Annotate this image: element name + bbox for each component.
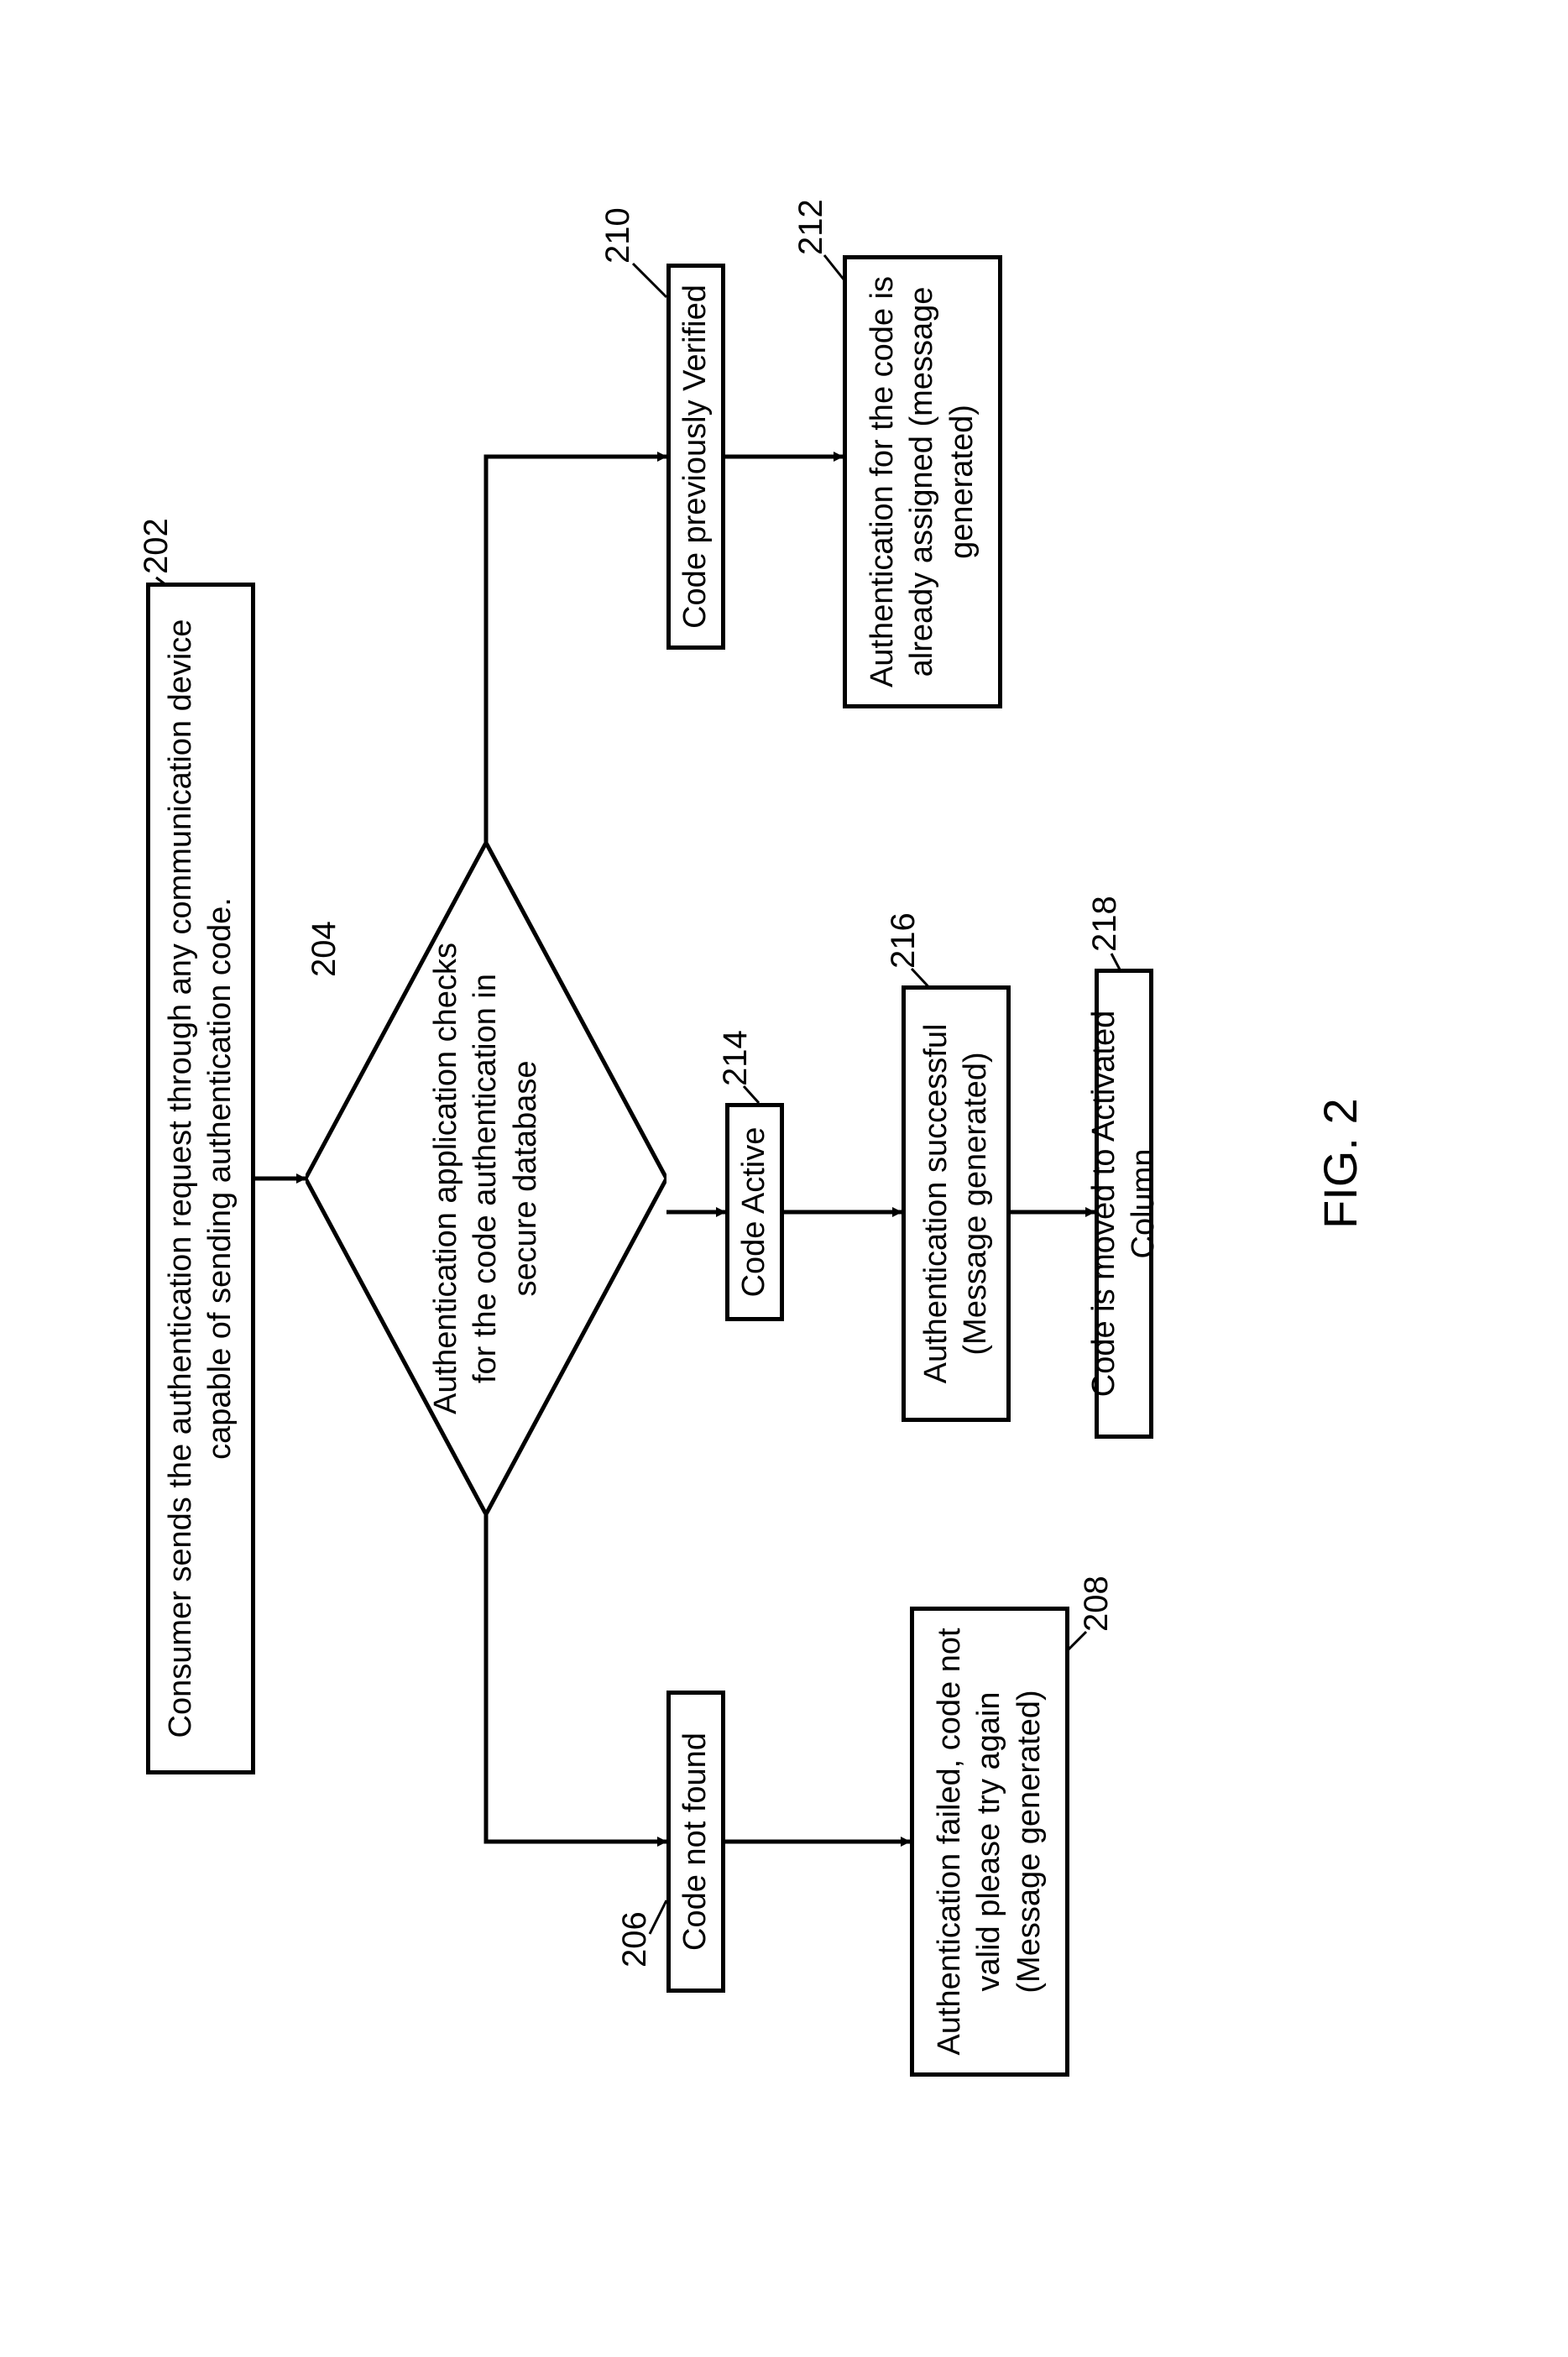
node-202-text: Consumer sends the authentication reques… (161, 597, 241, 1760)
ref-206: 206 (616, 1911, 654, 1968)
node-218: Code is moved to Activated Column (1095, 969, 1153, 1439)
ref-214: 214 (717, 1030, 755, 1086)
node-208-text: Authentication failed, code not valid pl… (930, 1621, 1050, 2062)
flowchart-canvas: Consumer sends the authentication reques… (112, 171, 1456, 2186)
ref-218: 218 (1086, 896, 1124, 952)
node-212: Authentication for the code is already a… (843, 255, 1002, 708)
node-210: Code previously Verified (666, 264, 725, 650)
node-206: Code not found (666, 1691, 725, 1993)
ref-208: 208 (1078, 1576, 1116, 1632)
node-214: Code Active (725, 1103, 784, 1321)
node-202: Consumer sends the authentication reques… (146, 583, 255, 1774)
node-208: Authentication failed, code not valid pl… (910, 1607, 1069, 2077)
node-212-text: Authentication for the code is already a… (863, 269, 983, 694)
ref-212: 212 (792, 199, 830, 255)
node-204-text: Authentication application checks for th… (426, 935, 546, 1422)
figure-label: FIG. 2 (1313, 1098, 1367, 1229)
node-218-text: Code is moved to Activated Column (1085, 983, 1164, 1424)
ref-216: 216 (885, 912, 923, 969)
ref-210: 210 (599, 207, 637, 264)
node-216: Authentication successful (Message gener… (902, 985, 1011, 1422)
node-210-text: Code previously Verified (676, 285, 716, 629)
node-214-text: Code Active (734, 1127, 775, 1298)
node-204-decision: Authentication application checks for th… (306, 843, 666, 1514)
ref-204: 204 (306, 921, 343, 977)
node-216-text: Authentication successful (Message gener… (917, 1000, 996, 1408)
node-206-text: Code not found (676, 1732, 716, 1951)
ref-202: 202 (138, 518, 175, 574)
